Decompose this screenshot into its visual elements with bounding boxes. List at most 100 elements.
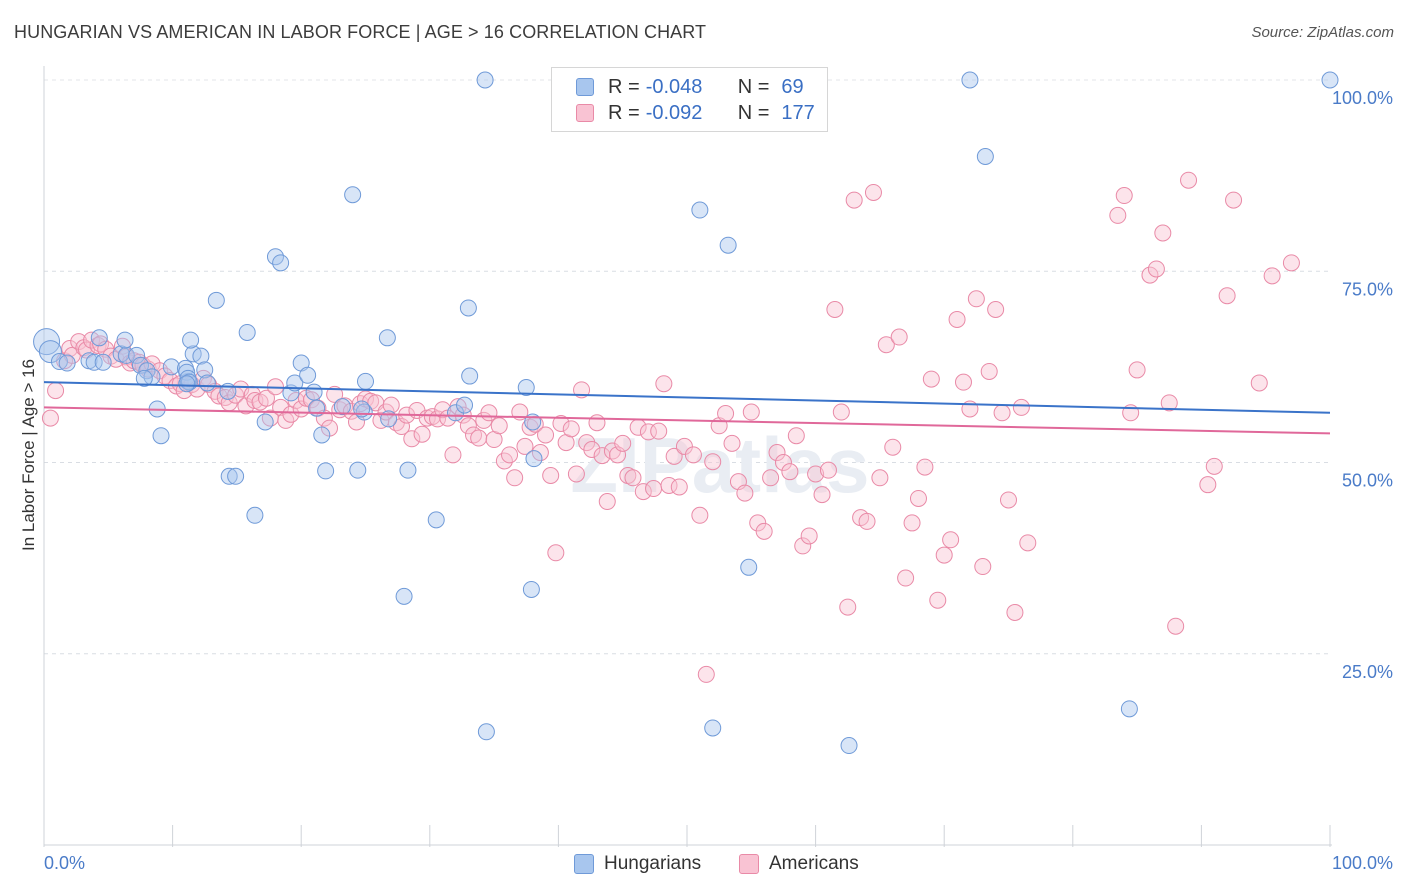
americans-legend-swatch xyxy=(739,854,759,874)
hungarians-legend-label: Hungarians xyxy=(604,853,702,874)
hungarian-point xyxy=(317,462,335,480)
american-point xyxy=(800,527,818,545)
hungarian-point xyxy=(740,558,758,576)
hungarian-point xyxy=(704,719,722,737)
american-point xyxy=(1180,171,1198,189)
hungarian-point xyxy=(227,467,245,485)
american-point xyxy=(614,434,632,452)
american-point xyxy=(993,404,1011,422)
hungarian-point xyxy=(313,426,331,444)
americans-swatch xyxy=(576,104,594,122)
american-point xyxy=(567,465,585,483)
hungarian-point xyxy=(246,506,264,524)
american-point xyxy=(92,335,110,353)
hungarian-point xyxy=(178,375,196,393)
american-point xyxy=(697,665,715,683)
american-point xyxy=(1115,187,1133,205)
hungarian-point xyxy=(90,329,108,347)
hungarian-point xyxy=(196,361,214,379)
legend-row-hungarians: R = -0.048 N = 69 xyxy=(576,75,804,99)
american-point xyxy=(1154,224,1172,242)
american-point xyxy=(351,395,369,413)
hungarian-point xyxy=(399,461,417,479)
american-point xyxy=(542,467,560,485)
hungarian-point xyxy=(117,346,135,364)
r-label: R = xyxy=(608,101,640,124)
american-point xyxy=(444,446,462,464)
hungarian-point xyxy=(840,737,858,755)
americans-trend-line xyxy=(43,406,1331,435)
american-point xyxy=(573,381,591,399)
hungarian-point xyxy=(58,354,76,372)
american-point xyxy=(755,522,773,540)
american-point xyxy=(562,420,580,438)
american-point xyxy=(877,336,895,354)
hungarian-point xyxy=(182,331,200,349)
american-point xyxy=(897,569,915,587)
american-point xyxy=(1199,476,1217,494)
legend-item-americans: Americans xyxy=(739,852,859,876)
hungarian-point xyxy=(976,148,994,165)
hungarian-point xyxy=(220,467,238,485)
american-point xyxy=(1006,603,1024,621)
american-point xyxy=(890,328,908,346)
american-point xyxy=(787,427,805,445)
american-point xyxy=(916,458,934,476)
americans-legend-label: Americans xyxy=(769,853,859,874)
american-point xyxy=(768,444,786,462)
hungarian-point xyxy=(357,372,374,390)
hungarian-point xyxy=(461,367,479,385)
hungarian-point xyxy=(305,383,323,401)
x-tick-label: 0.0% xyxy=(44,853,85,873)
american-point xyxy=(598,493,616,511)
hungarian-point xyxy=(1120,700,1138,718)
n-value: 69 xyxy=(781,75,804,98)
american-point xyxy=(1250,374,1268,392)
trend-lines xyxy=(43,381,1331,435)
axes xyxy=(43,66,1332,847)
hungarian-point xyxy=(299,366,317,384)
american-point xyxy=(807,465,825,483)
american-point xyxy=(929,591,947,609)
american-point xyxy=(516,437,534,455)
hungarian-point xyxy=(349,461,367,479)
american-point xyxy=(480,404,498,422)
american-point xyxy=(723,434,741,452)
american-point xyxy=(210,387,228,405)
american-point xyxy=(645,480,663,498)
american-point xyxy=(413,425,431,443)
american-point xyxy=(1225,191,1243,209)
american-point xyxy=(1019,534,1037,552)
american-point xyxy=(948,310,966,328)
american-point xyxy=(1282,254,1300,272)
american-point xyxy=(403,430,421,448)
american-point xyxy=(257,389,275,407)
chart-title: HUNGARIAN VS AMERICAN IN LABOR FORCE | A… xyxy=(14,22,707,42)
american-point xyxy=(1109,206,1127,224)
hungarian-point xyxy=(128,346,146,364)
american-point xyxy=(583,440,601,458)
hungarian-point xyxy=(38,340,62,364)
hungarian-point xyxy=(207,291,225,309)
american-point xyxy=(377,403,395,421)
hungarian-point xyxy=(344,186,362,204)
n-value: 177 xyxy=(781,101,815,124)
american-point xyxy=(459,417,477,435)
american-point xyxy=(47,382,65,400)
hungarian-point xyxy=(691,201,709,219)
y-tick-label: 75.0% xyxy=(1342,279,1393,299)
american-point xyxy=(864,183,882,201)
american-point xyxy=(717,405,735,423)
series-hungarians xyxy=(33,71,1339,755)
hungarian-point xyxy=(525,450,543,468)
american-point xyxy=(1218,287,1236,305)
american-point xyxy=(954,373,972,391)
american-point xyxy=(845,191,863,209)
american-point xyxy=(382,396,400,414)
american-point xyxy=(691,506,709,524)
hungarian-point xyxy=(378,329,396,347)
american-point xyxy=(909,489,927,507)
american-point xyxy=(736,484,754,502)
hungarian-point xyxy=(719,236,737,254)
american-point xyxy=(781,463,799,481)
